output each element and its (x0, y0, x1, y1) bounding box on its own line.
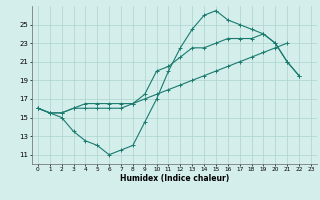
X-axis label: Humidex (Indice chaleur): Humidex (Indice chaleur) (120, 174, 229, 183)
